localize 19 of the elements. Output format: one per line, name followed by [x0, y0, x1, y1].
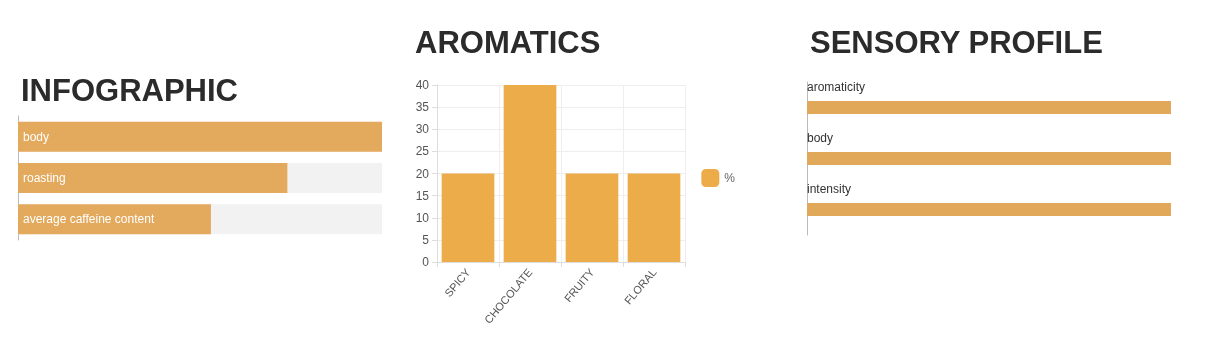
y-tick-label: 10 [415, 210, 430, 225]
legend-label: % [724, 171, 736, 185]
y-tick-label: body [23, 129, 50, 144]
y-tick-label: roasting [23, 171, 66, 185]
chart-title: INFOGRAPHIC [21, 73, 238, 108]
y-tick-label: 15 [415, 188, 430, 203]
y-tick-label: intensity [807, 182, 852, 196]
y-tick-label: body [807, 131, 834, 145]
chart-title: AROMATICS [415, 25, 601, 60]
y-tick-label: 20 [415, 166, 430, 181]
y-tick-label: 5 [422, 232, 430, 247]
y-tick-label: 40 [415, 78, 430, 92]
y-tick-label: 35 [415, 100, 430, 115]
y-tick-label: 0 [422, 255, 430, 269]
y-tick-label: 25 [415, 144, 430, 159]
y-tick-label: average caffeine content [23, 212, 155, 227]
y-tick-label: 30 [415, 122, 430, 137]
chart-title: SENSORY PROFILE [810, 25, 1103, 60]
y-tick-label: aromaticity [807, 80, 866, 94]
